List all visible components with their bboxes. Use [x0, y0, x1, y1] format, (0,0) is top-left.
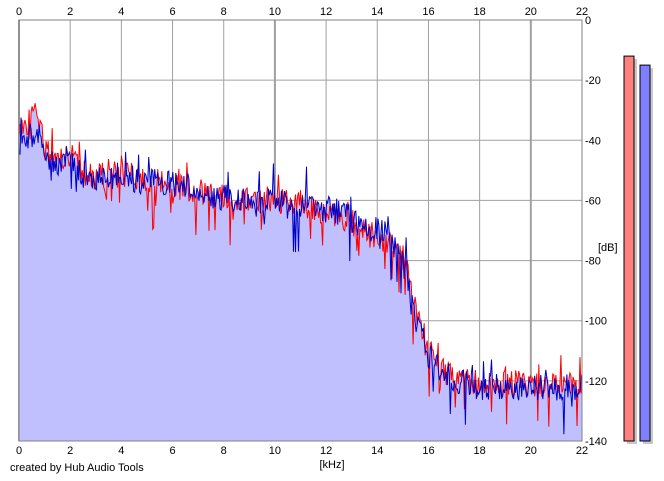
- series-line-1: [18, 103, 583, 427]
- y-tick-label: 0: [585, 15, 591, 27]
- x-tick-label-top: 8: [221, 6, 227, 18]
- x-tick-label-bottom: 12: [320, 445, 332, 457]
- x-tick-label-bottom: 16: [422, 445, 434, 457]
- x-tick-label-top: 18: [474, 6, 486, 18]
- x-tick-label-bottom: 20: [525, 445, 537, 457]
- spectrum-area: [19, 103, 582, 441]
- y-tick-label: -60: [585, 195, 601, 207]
- x-tick-label-top: 6: [169, 6, 175, 18]
- x-tick-label-bottom: 22: [576, 445, 588, 457]
- y-axis-label: [dB]: [598, 242, 618, 254]
- y-tick-label: -100: [585, 316, 607, 328]
- x-tick-label-top: 22: [576, 6, 588, 18]
- x-axis-label: [kHz]: [319, 459, 344, 471]
- x-tick-label-bottom: 6: [169, 445, 175, 457]
- spectrum-series-lines: [18, 103, 583, 435]
- y-tick-label: -140: [585, 436, 607, 448]
- plot-frame: [18, 19, 583, 442]
- y-tick-label: -20: [585, 75, 601, 87]
- level-meter-bar: [639, 64, 651, 442]
- series-line-2: [18, 117, 583, 435]
- x-tick-label-bottom: 10: [269, 445, 281, 457]
- x-tick-label-bottom: 2: [67, 445, 73, 457]
- x-tick-label-top: 2: [67, 6, 73, 18]
- x-tick-label-bottom: 4: [118, 445, 124, 457]
- y-tick-label: -40: [585, 135, 601, 147]
- x-tick-label-bottom: 18: [474, 445, 486, 457]
- x-tick-label-bottom: 14: [371, 445, 383, 457]
- y-tick-label: -80: [585, 256, 601, 268]
- y-tick-label: -120: [585, 376, 607, 388]
- x-tick-label-bottom: 0: [16, 445, 22, 457]
- x-tick-label-top: 20: [525, 6, 537, 18]
- x-tick-label-top: 16: [422, 6, 434, 18]
- credit-text: created by Hub Audio Tools: [10, 462, 144, 474]
- x-tick-label-top: 10: [269, 6, 281, 18]
- plot-border: [18, 19, 583, 442]
- x-tick-label-top: 14: [371, 6, 383, 18]
- y-tick-labels: 0 -20 -40 -60 -80 -100 -120 -140: [585, 15, 607, 448]
- spectrum-fill-area: [19, 103, 582, 441]
- level-meters: [623, 55, 653, 444]
- x-tick-label-top: 4: [118, 6, 124, 18]
- level-meter-bar: [623, 55, 635, 442]
- x-tick-label-top: 0: [16, 6, 22, 18]
- x-tick-label-top: 12: [320, 6, 332, 18]
- x-tick-label-bottom: 8: [221, 445, 227, 457]
